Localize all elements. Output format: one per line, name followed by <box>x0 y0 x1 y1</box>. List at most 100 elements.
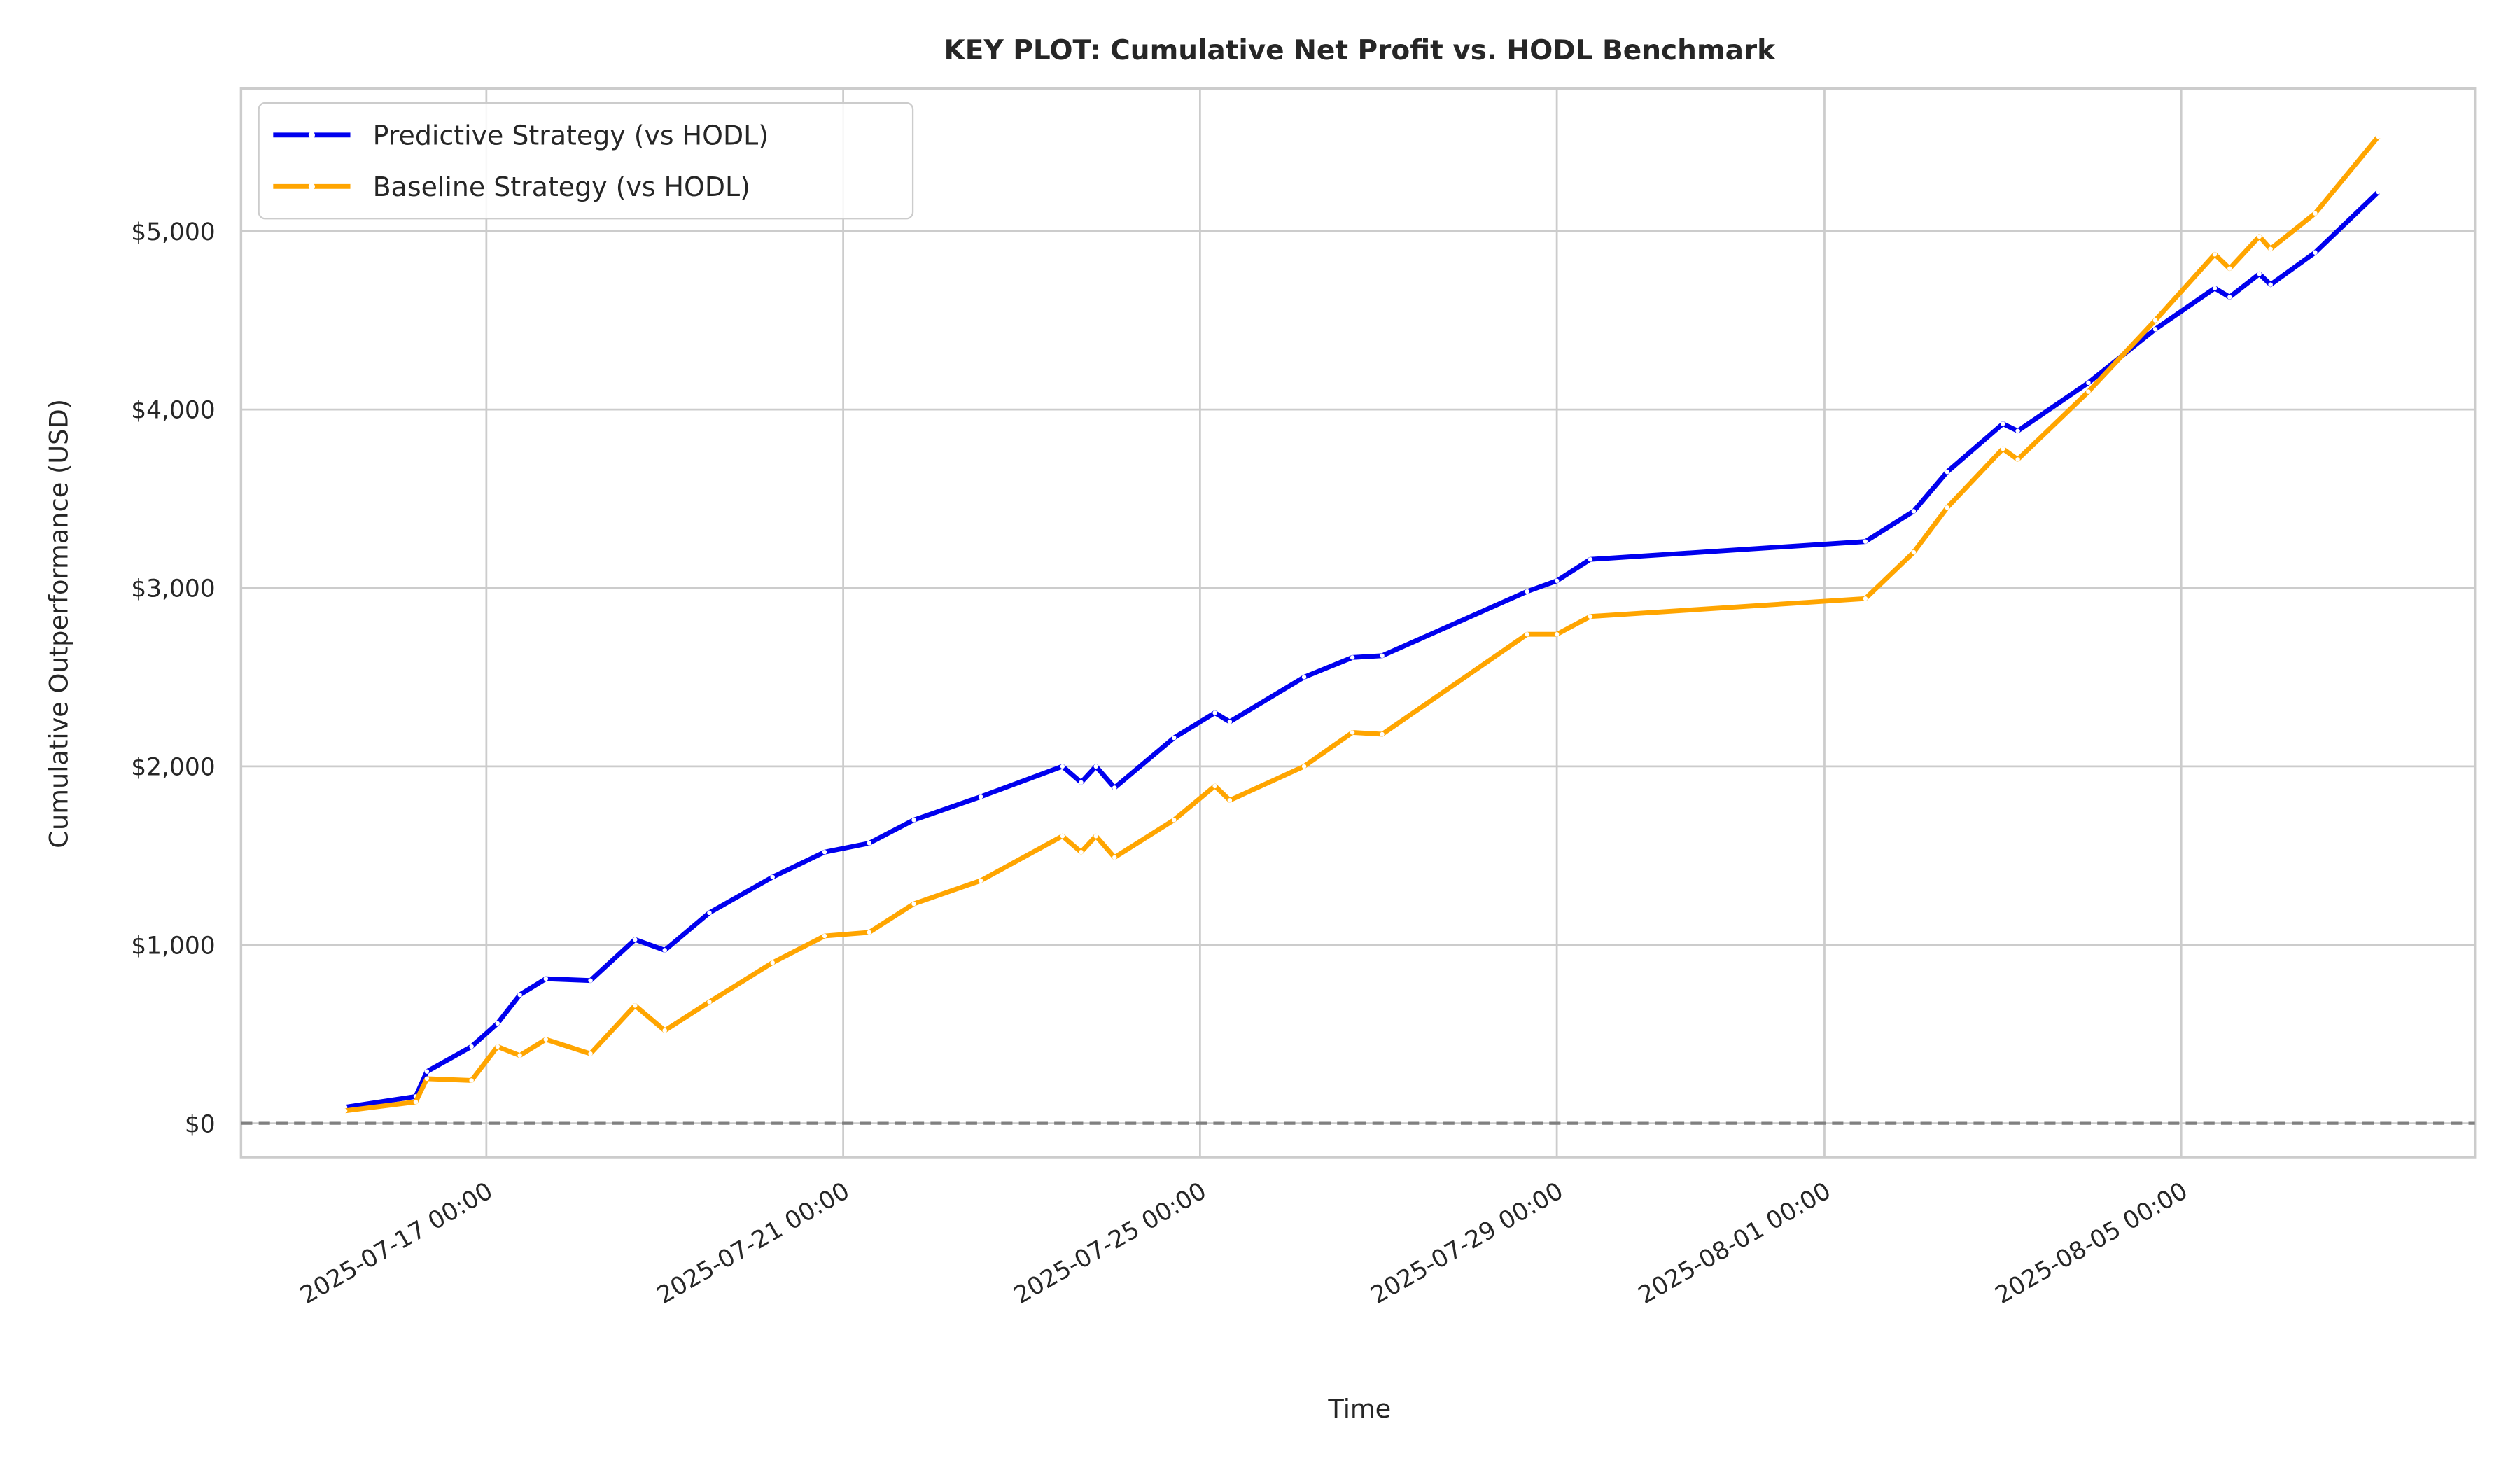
series-marker <box>978 794 983 799</box>
series-marker <box>2001 421 2005 426</box>
series-marker <box>517 992 522 997</box>
series-marker <box>662 948 667 953</box>
series-marker <box>867 930 872 935</box>
series-marker <box>633 937 638 942</box>
series-marker <box>822 933 827 939</box>
series-marker <box>1227 719 1233 724</box>
series-marker <box>413 1099 419 1105</box>
series-marker <box>543 976 549 981</box>
series-marker <box>2086 389 2091 394</box>
x-tick-label: 2025-08-05 00:00 <box>1991 1177 2193 1310</box>
series-marker <box>1060 834 1065 839</box>
series-marker <box>1380 732 1385 737</box>
x-tick-label: 2025-07-25 00:00 <box>1009 1177 1212 1310</box>
y-tick-label: $3,000 <box>131 575 215 603</box>
series-marker <box>495 1021 500 1026</box>
y-tick-label: $2,000 <box>131 753 215 781</box>
series-marker <box>1227 798 1233 803</box>
series-marker <box>517 1053 522 1058</box>
series-marker <box>911 818 916 822</box>
series-marker <box>2376 134 2381 139</box>
series-marker <box>1554 632 1560 637</box>
series-marker <box>2268 246 2273 251</box>
series-marker <box>1112 855 1117 860</box>
series-marker <box>1093 764 1098 769</box>
series-marker <box>770 874 775 880</box>
series-marker <box>1945 470 1949 475</box>
series-marker <box>2015 457 2020 462</box>
series-marker <box>1863 539 1868 544</box>
series-marker <box>2268 282 2273 287</box>
series-marker <box>1212 710 1217 715</box>
series-marker <box>1350 655 1355 660</box>
series-marker <box>2227 266 2232 271</box>
series-marker <box>342 1108 348 1113</box>
series-marker <box>1588 556 1593 562</box>
series-marker <box>424 1076 430 1082</box>
legend-label: Predictive Strategy (vs HODL) <box>373 120 769 151</box>
series-marker <box>2313 250 2318 255</box>
legend: Predictive Strategy (vs HODL) Baseline St… <box>258 102 914 220</box>
series-marker <box>1911 550 1917 555</box>
series-marker <box>495 1044 500 1049</box>
series-line <box>344 134 2381 1114</box>
series-marker <box>2086 380 2091 386</box>
series-marker <box>2015 428 2020 433</box>
series-marker <box>1301 764 1307 769</box>
x-tick-label: 2025-07-17 00:00 <box>295 1177 498 1310</box>
series-marker <box>1350 730 1355 735</box>
series-marker <box>1525 589 1530 594</box>
series-marker <box>469 1078 474 1083</box>
series-marker <box>424 1069 430 1074</box>
series-marker <box>1945 505 1949 510</box>
series-marker <box>2212 286 2218 290</box>
legend-marker <box>308 132 316 139</box>
y-tick-label: $5,000 <box>131 218 215 246</box>
y-tick-label: $1,000 <box>131 932 215 960</box>
x-axis-label: Time <box>1327 1394 1391 1424</box>
legend-label: Baseline Strategy (vs HODL) <box>373 172 750 202</box>
series-marker <box>1380 653 1385 659</box>
series-marker <box>1171 735 1177 741</box>
series-marker <box>2257 272 2262 276</box>
series-marker <box>588 978 593 983</box>
series-marker <box>1911 509 1917 514</box>
series-marker <box>911 901 916 906</box>
series-marker <box>1112 785 1117 790</box>
series-marker <box>588 1051 593 1056</box>
series-marker <box>867 841 872 846</box>
series-marker <box>822 849 827 855</box>
series-marker <box>1588 614 1593 619</box>
chart-title: KEY PLOT: Cumulative Net Profit vs. HODL… <box>944 35 1777 66</box>
series-marker <box>1301 675 1307 680</box>
series-marker <box>1079 780 1084 785</box>
series-marker <box>543 1037 549 1042</box>
series-marker <box>2227 295 2232 300</box>
series-marker <box>2001 446 2005 451</box>
series-marker <box>633 1003 638 1008</box>
series-line <box>344 190 2381 1110</box>
x-tick-label: 2025-07-29 00:00 <box>1366 1177 1568 1310</box>
series-marker <box>2212 252 2218 257</box>
series-marker <box>469 1044 474 1049</box>
series-marker <box>2257 234 2262 239</box>
series-marker <box>1212 783 1217 789</box>
x-tick-label: 2025-08-01 00:00 <box>1634 1177 1836 1310</box>
series-marker <box>1079 849 1084 855</box>
series-marker <box>1554 578 1560 583</box>
series-marker <box>1093 834 1098 839</box>
series-marker <box>1525 632 1530 637</box>
series-marker <box>978 878 983 883</box>
x-tick-label: 2025-07-21 00:00 <box>652 1177 855 1310</box>
series-marker <box>770 960 775 965</box>
plot-frame <box>239 87 2477 1158</box>
y-axis-label: Cumulative Outperformance (USD) <box>43 399 74 848</box>
series-marker <box>662 1028 667 1033</box>
series-marker <box>2152 318 2158 323</box>
series-marker <box>1060 764 1065 769</box>
series-marker <box>707 1000 712 1004</box>
y-tick-label: $0 <box>185 1110 216 1138</box>
series-marker <box>2376 189 2381 195</box>
